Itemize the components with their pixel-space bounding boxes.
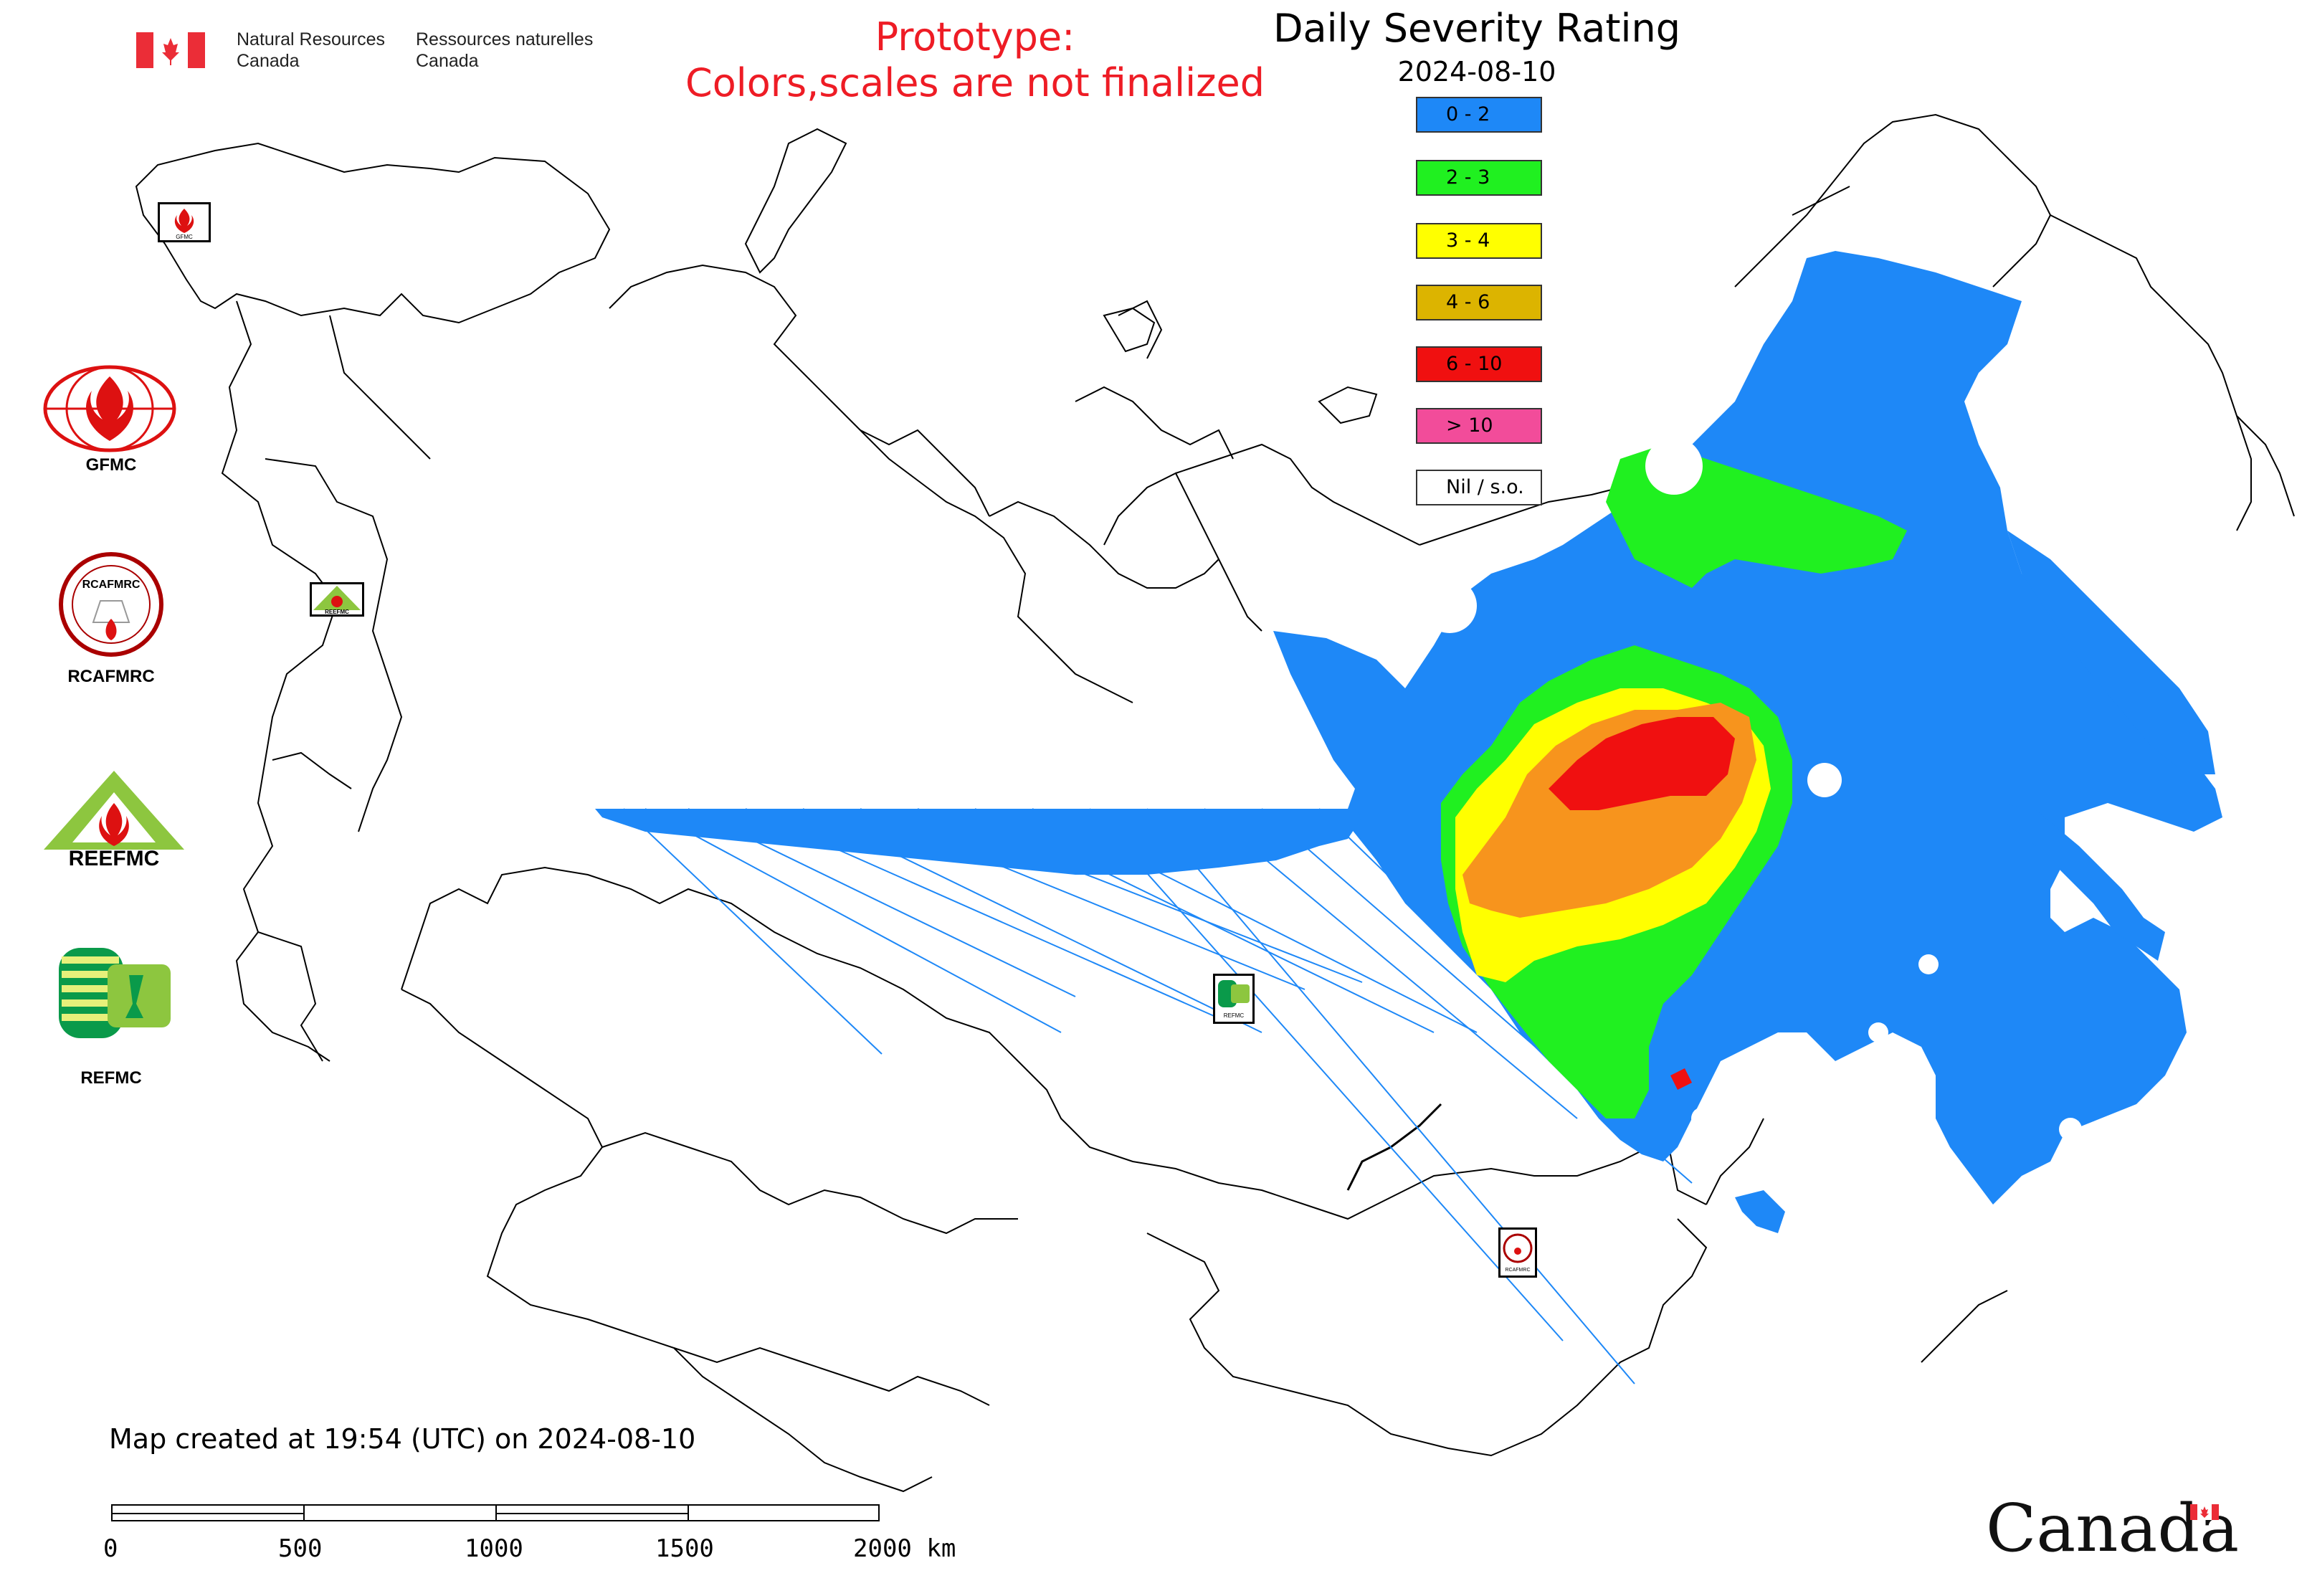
reefmc-badge: REEFMC	[310, 582, 364, 617]
severity-area-east	[2007, 531, 2215, 774]
map-title: Daily Severity Rating	[1273, 6, 1681, 51]
scale-label-2000: 2000 km	[853, 1534, 956, 1563]
org-name-fr-line1: Ressources naturelles	[416, 29, 594, 49]
canada-flag-icon	[136, 32, 205, 68]
svg-text:RCAFMRC: RCAFMRC	[1506, 1268, 1531, 1273]
severity-area-kamchatka	[2000, 803, 2165, 961]
legend-item-nil: Nil / s.o.	[1416, 470, 1542, 505]
gfmc-logo-icon	[43, 365, 176, 452]
svg-text:RCAFMRC: RCAFMRC	[82, 579, 141, 591]
legend-item-0-2: 0 - 2	[1416, 97, 1542, 133]
legend-item-4-6: 4 - 6	[1416, 285, 1542, 320]
canada-wordmark-flag-icon	[2190, 1504, 2219, 1520]
rcafmrc-label: RCAFMRC	[67, 667, 155, 686]
refmc-logo-icon	[59, 948, 171, 1038]
severity-area-red	[1549, 717, 1735, 810]
prototype-line1: Prototype:	[875, 14, 1075, 60]
gfmc-label: GFMC	[85, 455, 137, 475]
country-boundaries	[135, 113, 2295, 1493]
lakes	[1422, 437, 2082, 1141]
severity-spot-red-south	[1670, 1068, 1692, 1090]
scale-label-500: 500	[278, 1534, 323, 1563]
org-name-en-line1: Natural Resources	[237, 29, 386, 49]
map-credit: Map created at 19:54 (UTC) on 2024-08-10	[109, 1423, 696, 1455]
scale-bar	[111, 1504, 880, 1523]
svg-text:REEFMC: REEFMC	[325, 609, 349, 614]
org-name-en-line2: Canada	[237, 51, 300, 71]
severity-band-blue-west	[595, 809, 1362, 875]
svg-text:GFMC: GFMC	[176, 234, 193, 240]
severity-area-island	[1735, 1190, 1785, 1233]
svg-text:REEFMC: REEFMC	[69, 847, 160, 868]
refmc-label: REFMC	[80, 1068, 142, 1088]
org-name-fr-line2: Canada	[416, 51, 479, 71]
prototype-line2: Colors,scales are not finalized	[685, 60, 1265, 105]
legend-item-3-4: 3 - 4	[1416, 223, 1542, 259]
map-date: 2024-08-10	[1397, 56, 1556, 87]
legend-item-gt-10: > 10	[1416, 408, 1542, 444]
legend-item-2-3: 2 - 3	[1416, 160, 1542, 196]
scale-label-1000: 1000	[465, 1534, 523, 1563]
legend-item-6-10: 6 - 10	[1416, 346, 1542, 382]
canada-wordmark: Canada	[1986, 1490, 2240, 1567]
scale-label-1500: 1500	[655, 1534, 714, 1563]
rcafmrc-logo-icon: RCAFMRC	[59, 552, 163, 657]
refmc-badge: REFMC	[1213, 974, 1255, 1024]
gfmc-badge: GFMC	[158, 202, 211, 242]
reefmc-logo-icon: REEFMC	[44, 771, 184, 868]
prototype-notice: Prototype: Colors,scales are not finaliz…	[617, 14, 1333, 106]
svg-text:REFMC: REFMC	[1224, 1012, 1245, 1019]
rcafmrc-badge: RCAFMRC	[1498, 1227, 1537, 1278]
scale-label-0: 0	[103, 1534, 118, 1563]
